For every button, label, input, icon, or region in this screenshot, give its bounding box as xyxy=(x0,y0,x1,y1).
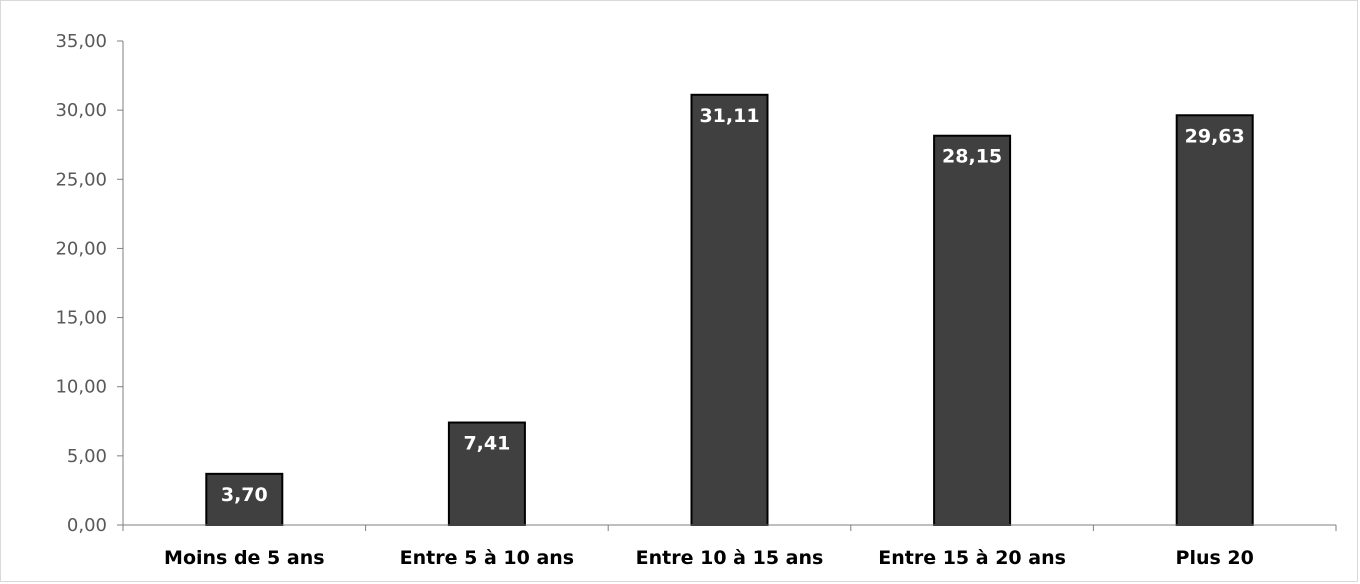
x-tick-label: Moins de 5 ans xyxy=(164,547,325,569)
y-tick-label: 20,00 xyxy=(55,238,107,259)
x-axis: Moins de 5 ans Entre 5 à 10 ans Entre 10 à… xyxy=(122,524,1337,569)
y-tick-label: 0,00 xyxy=(67,515,107,536)
y-axis: 0,00 5,00 10,00 15,00 20,00 25,00 30,00 35,00 xyxy=(55,31,124,536)
y-tick-label: 35,00 xyxy=(55,31,107,52)
x-tick-label: Entre 10 à 15 ans xyxy=(636,547,824,569)
data-label: 28,15 xyxy=(942,146,1002,168)
y-tick-label: 15,00 xyxy=(55,308,107,329)
data-label: 29,63 xyxy=(1185,125,1245,147)
y-tick-label: 30,00 xyxy=(55,100,107,121)
data-label: 3,70 xyxy=(221,484,268,506)
bar xyxy=(933,134,1012,526)
x-tick-label: Plus 20 xyxy=(1176,547,1254,569)
y-tick-label: 25,00 xyxy=(55,169,107,190)
y-tick-label: 5,00 xyxy=(67,446,107,467)
x-tick-label: Entre 5 à 10 ans xyxy=(400,547,574,569)
bars: 3,70 7,41 31,11 28,15 29,63 xyxy=(205,93,1254,527)
bar xyxy=(1175,114,1254,526)
x-tick-label: Entre 15 à 20 ans xyxy=(878,547,1066,569)
data-label: 7,41 xyxy=(463,433,510,455)
data-label: 31,11 xyxy=(699,105,759,127)
y-tick-label: 10,00 xyxy=(55,377,107,398)
bar xyxy=(205,472,284,527)
bar xyxy=(690,93,769,526)
